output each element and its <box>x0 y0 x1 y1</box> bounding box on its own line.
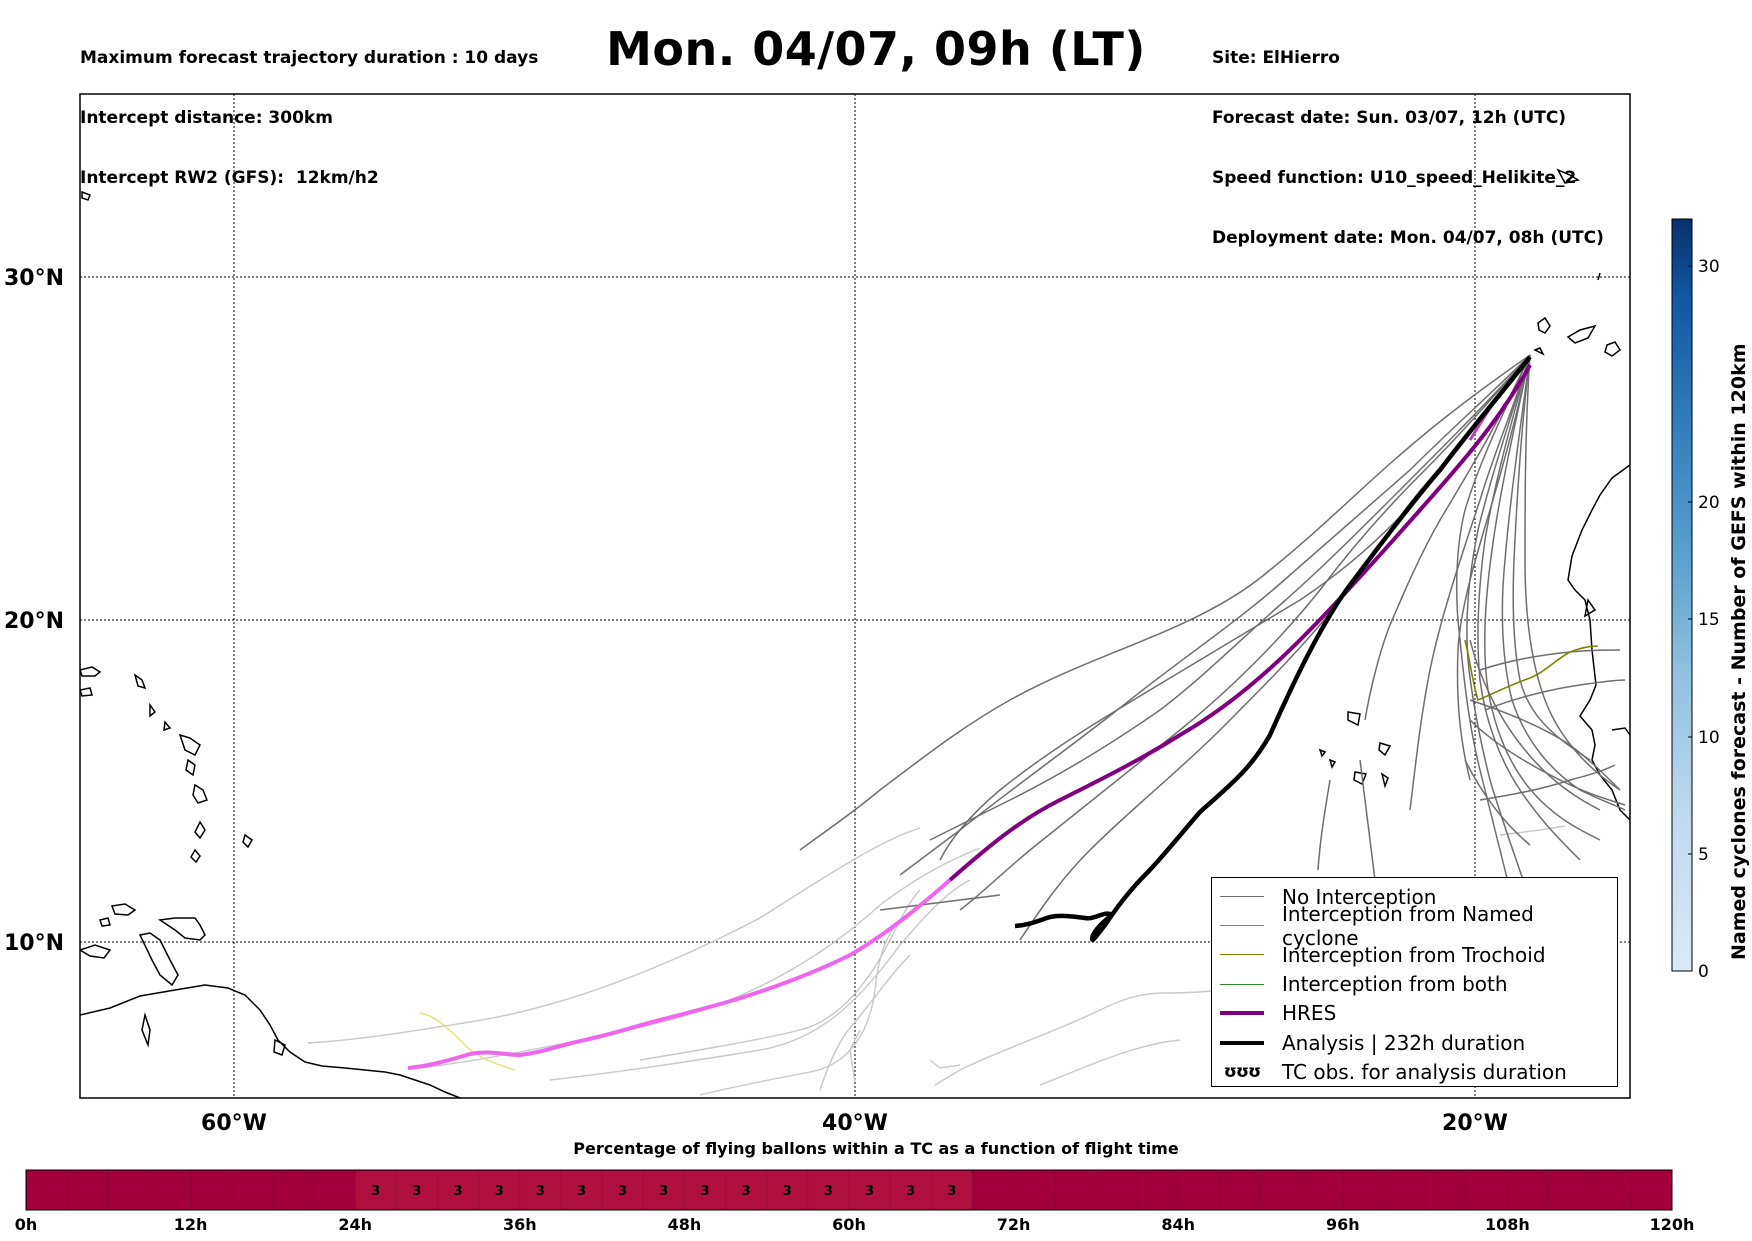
header-info-left: Maximum forecast trajectory duration : 1… <box>80 8 538 208</box>
trajectories-no-interception <box>799 354 1626 941</box>
timebar-tick-label: 108h <box>1485 1215 1530 1234</box>
timebar-tick-label: 84h <box>1161 1215 1195 1234</box>
timebar-cell-value: 3 <box>454 1184 463 1199</box>
timebar-tick-label: 24h <box>338 1215 372 1234</box>
timebar-tick-label: 120h <box>1650 1215 1695 1234</box>
lon-label-60w: 60°W <box>201 1111 267 1136</box>
speed-function-text: Speed function: U10_speed_Helikite_2 <box>1212 168 1577 188</box>
timebar-cell-value: 3 <box>865 1184 874 1199</box>
timebar: 3 3 3 3 3 3 3 3 3 3 3 3 3 3 3 0h 12h 24h 36h 48h 60h 72h 84h 96… <box>15 1169 1695 1234</box>
timebar-tick-label: 0h <box>15 1215 38 1234</box>
timebar-tick-label: 72h <box>997 1215 1031 1234</box>
timebar-cell-value: 3 <box>495 1184 504 1199</box>
timebar-tick-label: 12h <box>174 1215 208 1234</box>
tc-symbol-icon: ʊʊʊ <box>1223 1061 1261 1082</box>
legend-swatch <box>1220 925 1264 927</box>
colorbar-tick-20: 20 <box>1698 493 1720 513</box>
colorbar-tick-5: 5 <box>1698 845 1709 865</box>
legend-label: Interception from Named cyclone <box>1282 901 1534 950</box>
lat-label-20n: 20°N <box>4 609 64 634</box>
legend-swatch <box>1220 983 1264 985</box>
legend-item-hres: HRES <box>1220 999 1609 1028</box>
legend-item-tc-obs: ʊʊʊ TC obs. for analysis duration <box>1220 1057 1609 1086</box>
timebar-cell-value: 3 <box>742 1184 751 1199</box>
timebar-cell-value: 3 <box>577 1184 586 1199</box>
legend-label: No Interception <box>1282 884 1437 909</box>
colorbar: 0 5 10 15 20 30 <box>1671 218 1720 982</box>
lon-label-20w: 20°W <box>1442 1111 1508 1136</box>
lat-label-30n: 30°N <box>4 266 64 291</box>
legend-item-trochoid: Interception from Trochoid <box>1220 940 1609 969</box>
lon-label-40w: 40°W <box>822 1111 888 1136</box>
deployment-date-text: Deployment date: Mon. 04/07, 08h (UTC) <box>1212 228 1604 248</box>
timebar-cell-value: 3 <box>947 1184 956 1199</box>
legend-item-both: Interception from both <box>1220 970 1609 999</box>
site-text: Site: ElHierro <box>1212 48 1340 68</box>
legend-label: HRES <box>1282 1001 1337 1026</box>
legend-item-analysis: Analysis | 232h duration <box>1220 1028 1609 1057</box>
legend-item-named-cyclone: Interception from Named cyclone <box>1220 902 1609 950</box>
timebar-tick-label: 96h <box>1326 1215 1360 1234</box>
timebar-cell-value: 3 <box>659 1184 668 1199</box>
legend-label: Analysis | 232h duration <box>1282 1030 1526 1055</box>
header-info-right: Site: ElHierro Forecast date: Sun. 03/07… <box>1212 8 1604 268</box>
trajectory-hres <box>948 364 1532 882</box>
timebar-cell-value: 3 <box>618 1184 627 1199</box>
legend-swatch <box>1220 1040 1264 1045</box>
page-title: Mon. 04/07, 09h (LT) <box>606 22 1146 76</box>
legend-label: Interception from both <box>1282 972 1508 997</box>
timebar-cell-value: 3 <box>906 1184 915 1199</box>
forecast-date-text: Forecast date: Sun. 03/07, 12h (UTC) <box>1212 108 1567 128</box>
lat-label-10n: 10°N <box>4 931 64 956</box>
timebar-title: Percentage of flying ballons within a TC… <box>573 1139 1179 1158</box>
timebar-cell-value: 3 <box>371 1184 380 1199</box>
map-frame <box>79 93 1631 1099</box>
trajectory-hres-forecast <box>407 878 952 1070</box>
colorbar-tick-10: 10 <box>1698 728 1720 748</box>
legend-label: TC obs. for analysis duration <box>1282 1059 1567 1084</box>
timebar-cell-value: 3 <box>700 1184 709 1199</box>
timebar-cell-value: 3 <box>536 1184 545 1199</box>
legend-swatch <box>1220 1011 1264 1016</box>
timebar-cell-value: 3 <box>783 1184 792 1199</box>
max-duration-text: Maximum forecast trajectory duration : 1… <box>80 48 539 68</box>
trajectory-analysis <box>1014 355 1532 942</box>
colorbar-tick-30: 30 <box>1698 257 1720 277</box>
intercept-rw2-text: Intercept RW2 (GFS): 12km/h2 <box>80 168 379 188</box>
colorbar-tick-0: 0 <box>1698 962 1709 982</box>
legend-label: Interception from Trochoid <box>1282 942 1546 967</box>
colorbar-gradient <box>1671 218 1693 972</box>
timebar-tick-label: 36h <box>503 1215 537 1234</box>
legend-item-no-interception: No Interception <box>1220 882 1609 911</box>
trajectories-faded <box>307 825 1566 1096</box>
legend-swatch <box>1220 896 1264 898</box>
timebar-highlight <box>355 1171 973 1209</box>
timebar-tick-label: 48h <box>668 1215 702 1234</box>
timebar-tick-label: 60h <box>832 1215 866 1234</box>
colorbar-label: Named cyclones forecast - Number of GEFS… <box>1728 343 1750 960</box>
intercept-distance-text: Intercept distance: 300km <box>80 108 333 128</box>
trajectory-trochoid <box>1464 639 1599 702</box>
colorbar-tick-15: 15 <box>1698 610 1720 630</box>
legend: No Interception Interception from Named … <box>1211 877 1618 1087</box>
legend-swatch <box>1220 954 1264 956</box>
trajectory-trochoid-faint <box>419 1012 516 1071</box>
timebar-cell-value: 3 <box>824 1184 833 1199</box>
timebar-cell-value: 3 <box>412 1184 421 1199</box>
